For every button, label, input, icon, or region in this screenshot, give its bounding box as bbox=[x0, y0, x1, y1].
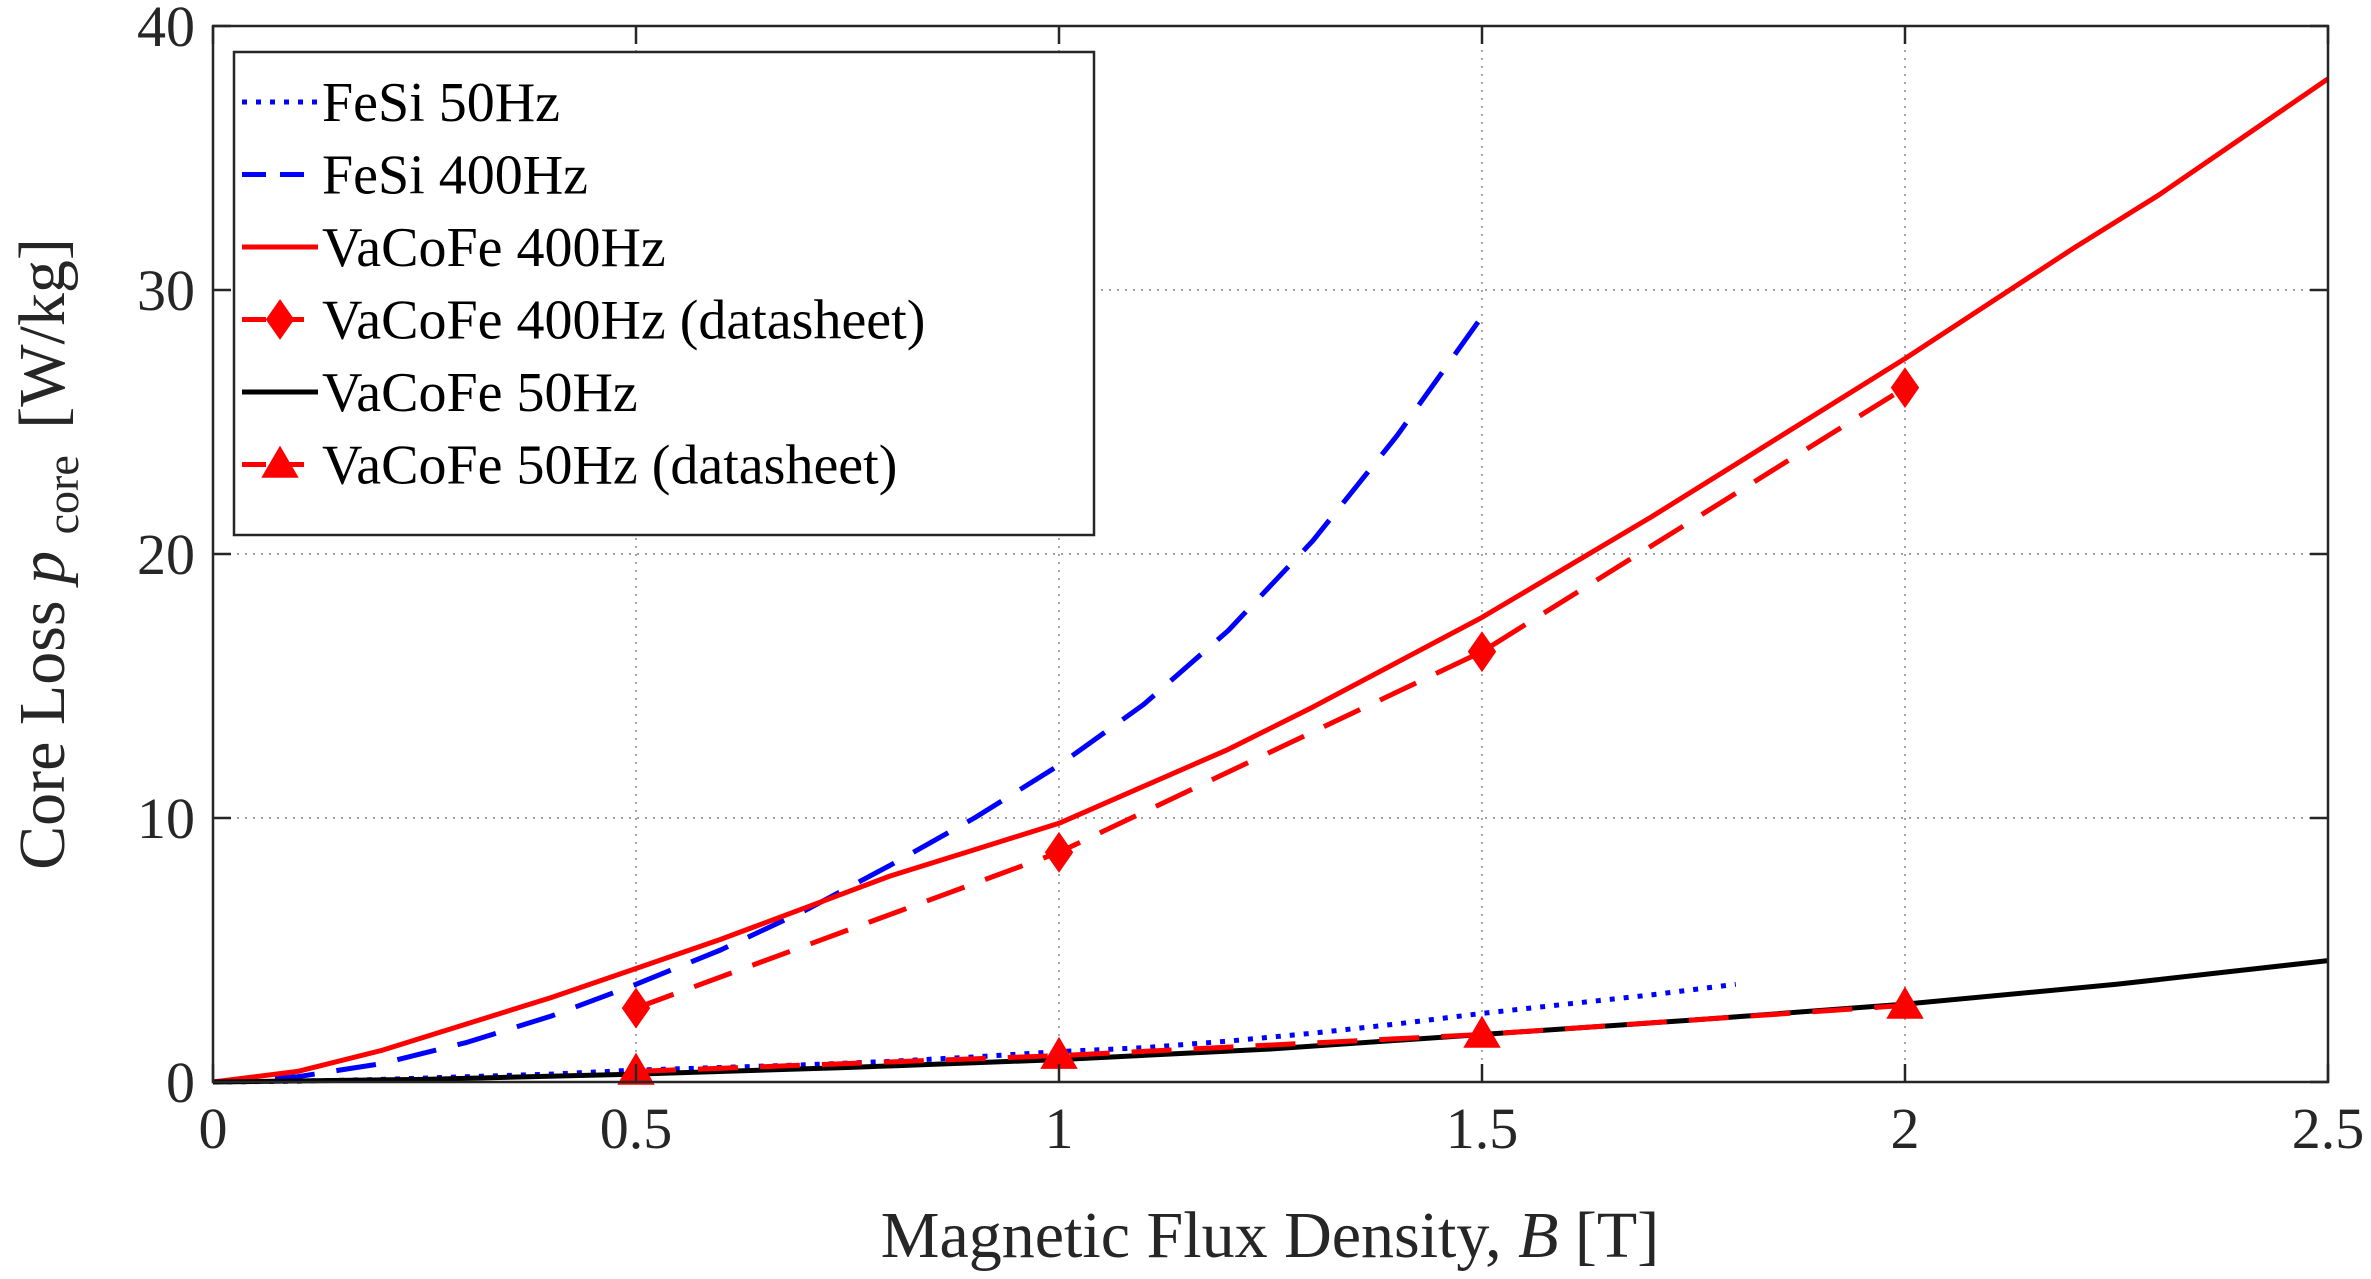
legend-label-vacofe-400hz: VaCoFe 400Hz bbox=[322, 217, 666, 279]
y-tick-label: 30 bbox=[137, 258, 195, 323]
markers-group bbox=[617, 367, 1924, 1085]
data-point-vacofe-400hz-datasheet bbox=[621, 987, 651, 1029]
x-tick-label: 1 bbox=[1045, 1096, 1074, 1161]
x-tick-label: 2.5 bbox=[2292, 1096, 2365, 1161]
x-tick-label: 1.5 bbox=[1446, 1096, 1519, 1161]
y-tick-label: 10 bbox=[137, 786, 195, 851]
series-line-vacofe-50hz-datasheet bbox=[635, 1002, 1906, 1074]
x-tick-label: 2 bbox=[1891, 1096, 1920, 1161]
series-line-vacofe-50hz bbox=[212, 958, 2329, 1085]
series-line-vacofe-400hz-datasheet bbox=[635, 385, 1907, 1011]
y-tick-label: 0 bbox=[166, 1050, 195, 1115]
legend-marker-vacofe-50hz-datasheet bbox=[261, 445, 299, 478]
legend-label-vacofe-50hz: VaCoFe 50Hz bbox=[322, 362, 638, 424]
data-point-vacofe-50hz-datasheet bbox=[1463, 1015, 1501, 1048]
data-point-vacofe-400hz-datasheet bbox=[1890, 367, 1920, 409]
x-tick-label: 0.5 bbox=[600, 1096, 673, 1161]
data-point-vacofe-400hz-datasheet bbox=[1044, 831, 1074, 873]
x-axis-label: Magnetic Flux Density, B [T] bbox=[881, 1199, 1659, 1272]
series-line-vacofe-400hz bbox=[212, 76, 2330, 1085]
y-tick-label: 40 bbox=[137, 0, 195, 59]
data-point-vacofe-50hz-datasheet bbox=[1886, 986, 1924, 1019]
legend-box bbox=[232, 50, 1096, 537]
y-axis-label-unit: [W/kg] bbox=[6, 238, 79, 429]
x-tick-label: 0 bbox=[199, 1096, 228, 1161]
legend-label-fesi-50hz: FeSi 50Hz bbox=[322, 72, 560, 134]
x-axis-label-symbol: B bbox=[1518, 1199, 1558, 1272]
legend-label-vacofe-50hz-datasheet: VaCoFe 50Hz (datasheet) bbox=[322, 435, 897, 497]
legend: FeSi 50Hz FeSi 400Hz VaCoFe 400Hz VaCoFe 40… bbox=[232, 50, 1096, 537]
legend-marker-vacofe-400hz-datasheet bbox=[265, 299, 295, 340]
series-group bbox=[212, 76, 2330, 1085]
y-axis-label-text: Core Loss bbox=[6, 600, 79, 869]
y-axis-label-symbol: p bbox=[6, 551, 79, 588]
ticks-group: 0 0.5 1 1.5 2 2.5 0 10 20 30 40 bbox=[137, 0, 2364, 1161]
y-axis-label: Core Loss p core [W/kg] bbox=[6, 238, 93, 870]
legend-label-vacofe-400hz-datasheet: VaCoFe 400Hz (datasheet) bbox=[322, 290, 925, 352]
x-axis-label-text: Magnetic Flux Density, bbox=[881, 1199, 1502, 1272]
y-axis-label-subscript: core bbox=[37, 455, 88, 534]
legend-label-fesi-400hz: FeSi 400Hz bbox=[322, 145, 588, 207]
x-axis-label-unit: [T] bbox=[1575, 1199, 1659, 1272]
y-tick-label: 20 bbox=[137, 522, 195, 587]
data-point-vacofe-400hz-datasheet bbox=[1467, 631, 1497, 673]
series-line-fesi-400hz bbox=[212, 314, 1485, 1085]
